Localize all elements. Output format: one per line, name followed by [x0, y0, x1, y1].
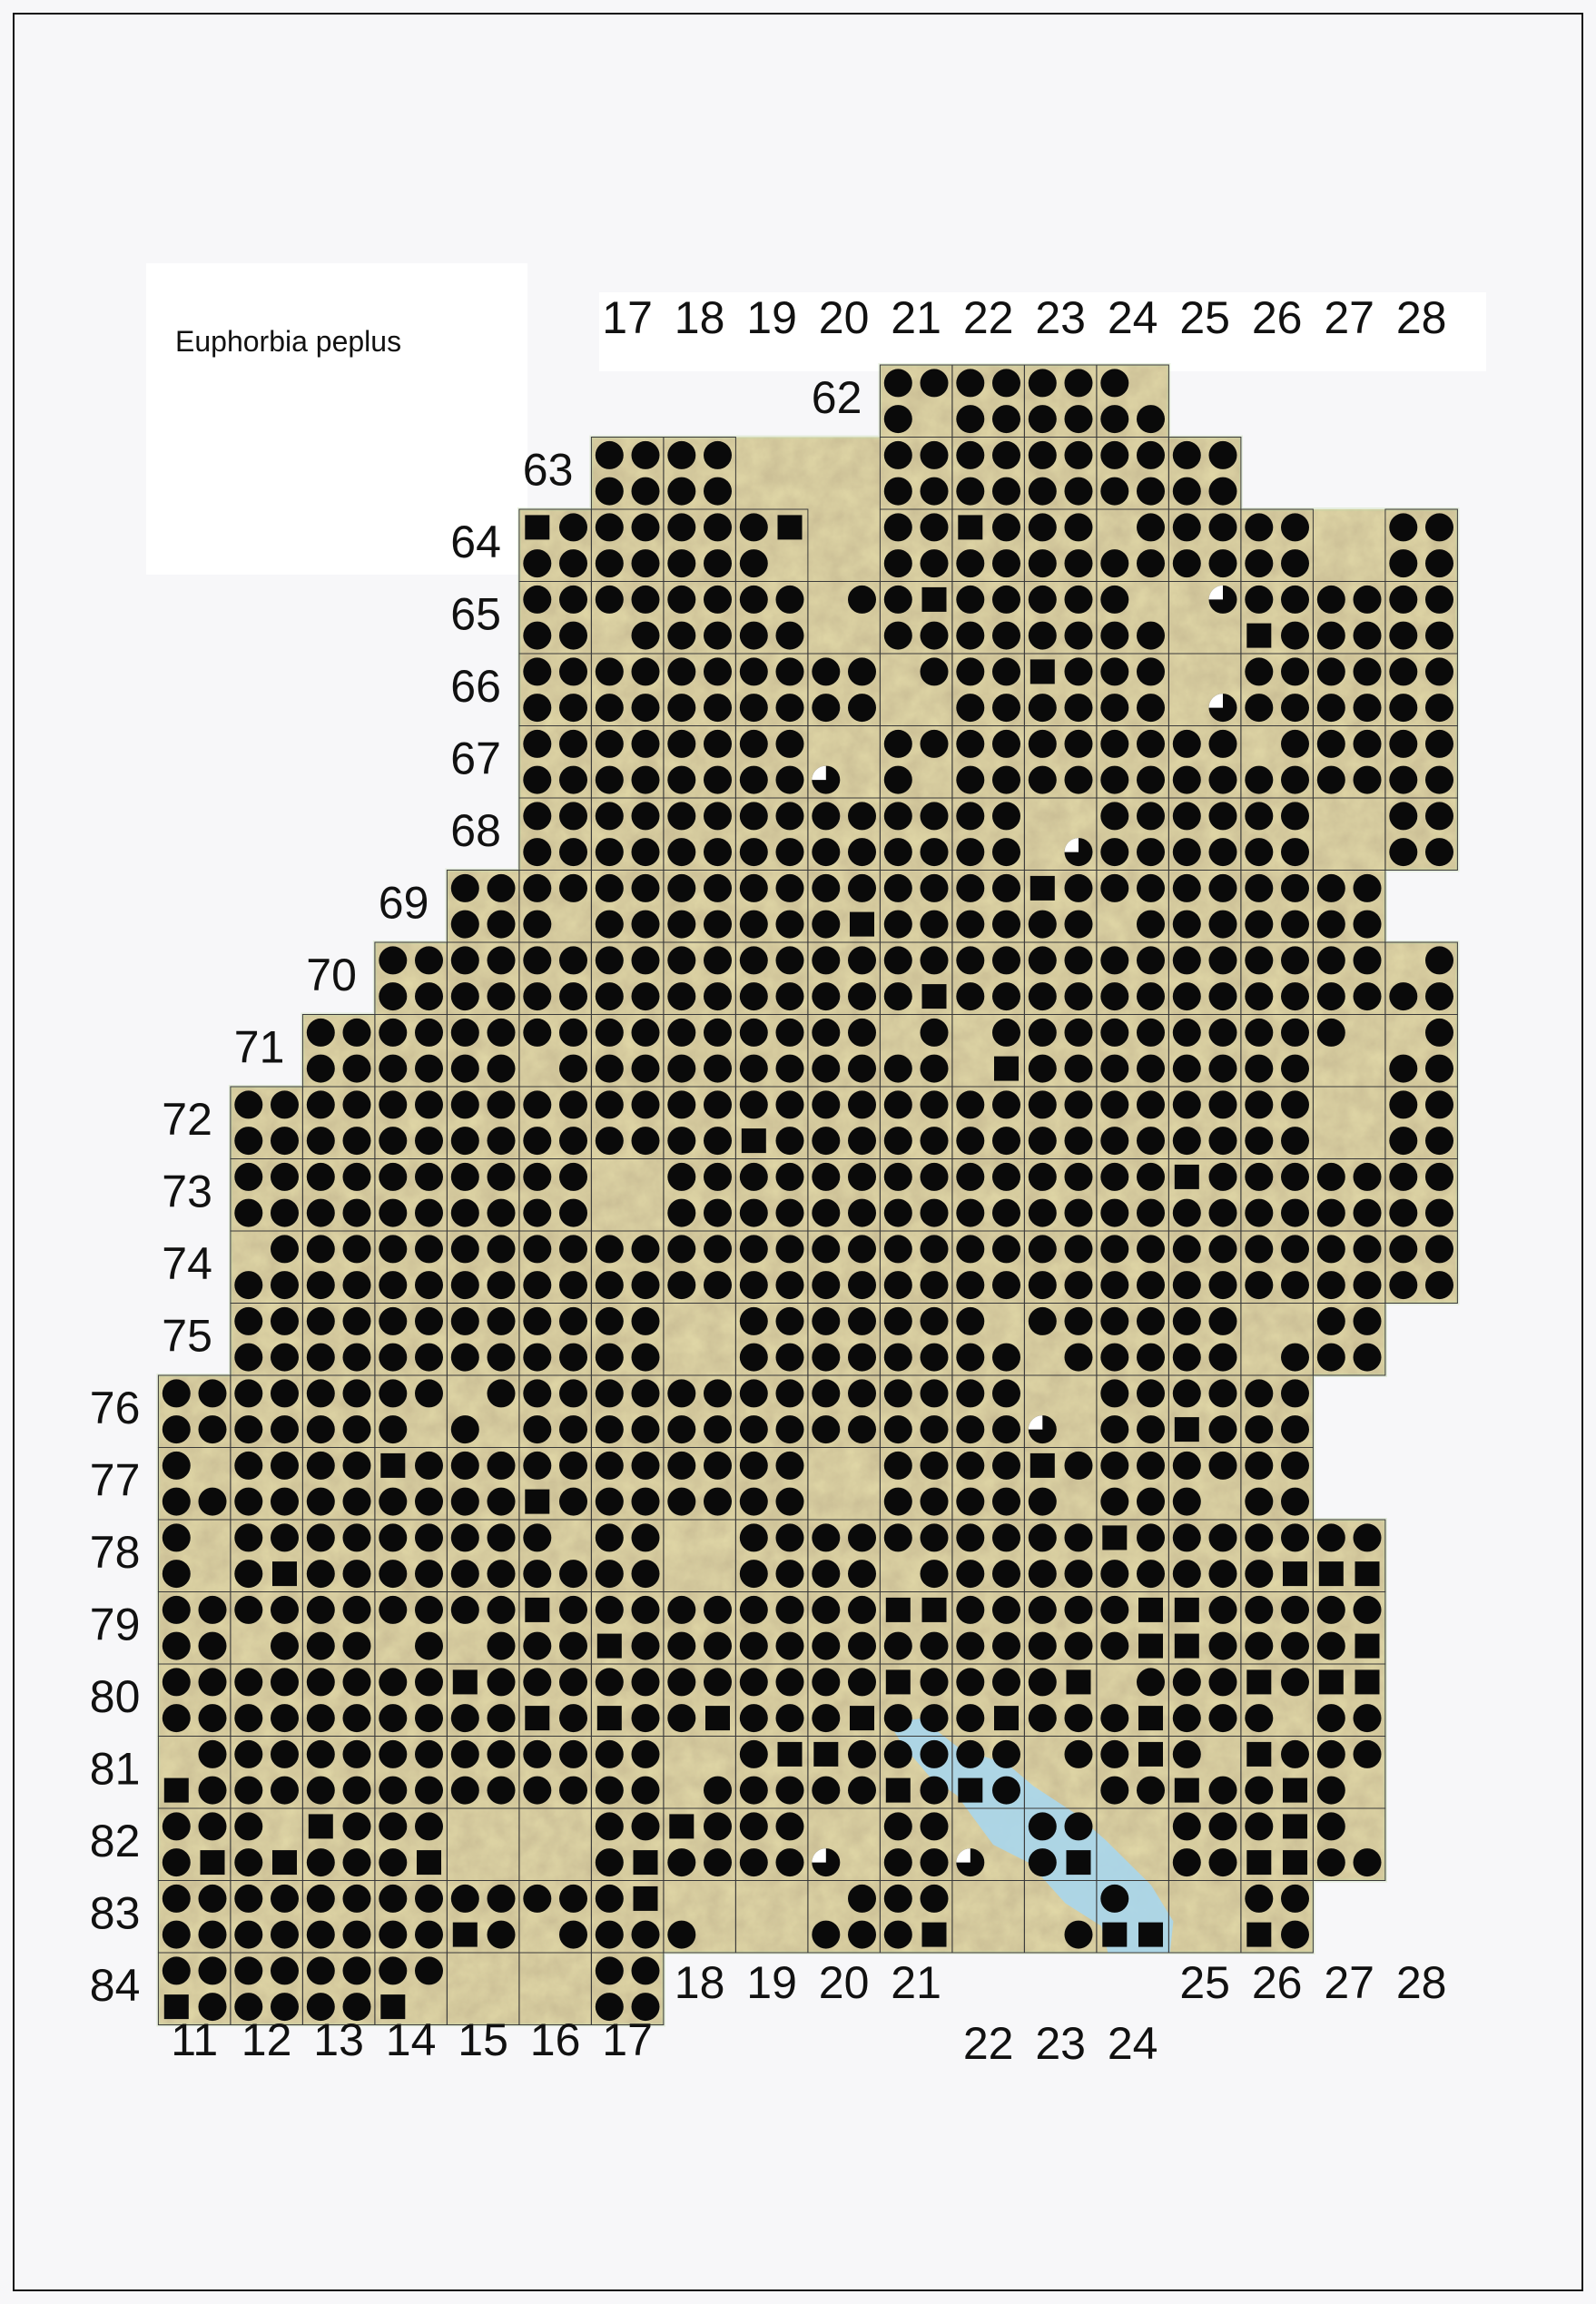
svg-text:27: 27	[1324, 292, 1374, 343]
svg-text:72: 72	[162, 1094, 212, 1145]
svg-text:83: 83	[90, 1887, 141, 1938]
svg-text:21: 21	[891, 1957, 941, 2008]
svg-text:24: 24	[1108, 2018, 1158, 2069]
svg-text:65: 65	[450, 588, 501, 639]
svg-text:78: 78	[90, 1527, 141, 1578]
svg-text:25: 25	[1179, 292, 1230, 343]
svg-text:21: 21	[891, 292, 941, 343]
svg-text:63: 63	[523, 444, 574, 495]
svg-text:76: 76	[90, 1383, 141, 1433]
svg-text:23: 23	[1035, 2018, 1086, 2069]
svg-text:23: 23	[1035, 292, 1086, 343]
svg-text:16: 16	[530, 2014, 581, 2065]
svg-text:62: 62	[812, 372, 862, 423]
svg-text:15: 15	[458, 2014, 508, 2065]
svg-text:19: 19	[746, 1957, 797, 2008]
svg-text:14: 14	[386, 2014, 437, 2065]
svg-text:81: 81	[90, 1743, 141, 1794]
svg-text:70: 70	[306, 950, 357, 1000]
svg-text:84: 84	[90, 1960, 141, 2011]
svg-text:73: 73	[162, 1166, 212, 1216]
svg-text:80: 80	[90, 1671, 141, 1722]
svg-text:19: 19	[746, 292, 797, 343]
svg-text:25: 25	[1179, 1957, 1230, 2008]
svg-text:28: 28	[1396, 1957, 1447, 2008]
svg-text:12: 12	[241, 2014, 292, 2065]
svg-text:71: 71	[234, 1021, 285, 1072]
svg-text:68: 68	[450, 805, 501, 856]
svg-text:74: 74	[162, 1238, 212, 1289]
svg-text:17: 17	[602, 292, 653, 343]
svg-text:11: 11	[171, 2014, 218, 2065]
svg-text:82: 82	[90, 1816, 141, 1866]
svg-text:13: 13	[313, 2014, 364, 2065]
svg-text:22: 22	[963, 2018, 1014, 2069]
svg-text:27: 27	[1324, 1957, 1374, 2008]
svg-text:64: 64	[450, 517, 501, 567]
svg-text:26: 26	[1252, 292, 1303, 343]
svg-text:18: 18	[675, 1957, 725, 2008]
svg-text:18: 18	[675, 292, 725, 343]
svg-text:22: 22	[963, 292, 1014, 343]
svg-text:17: 17	[602, 2014, 653, 2065]
svg-text:20: 20	[819, 292, 870, 343]
svg-text:26: 26	[1252, 1957, 1303, 2008]
svg-text:28: 28	[1396, 292, 1447, 343]
svg-text:77: 77	[90, 1454, 141, 1505]
svg-text:20: 20	[819, 1957, 870, 2008]
svg-text:67: 67	[450, 733, 501, 783]
svg-text:24: 24	[1108, 292, 1158, 343]
svg-text:75: 75	[162, 1310, 212, 1361]
svg-text:69: 69	[379, 877, 429, 928]
svg-text:66: 66	[450, 661, 501, 712]
svg-text:79: 79	[90, 1599, 141, 1649]
